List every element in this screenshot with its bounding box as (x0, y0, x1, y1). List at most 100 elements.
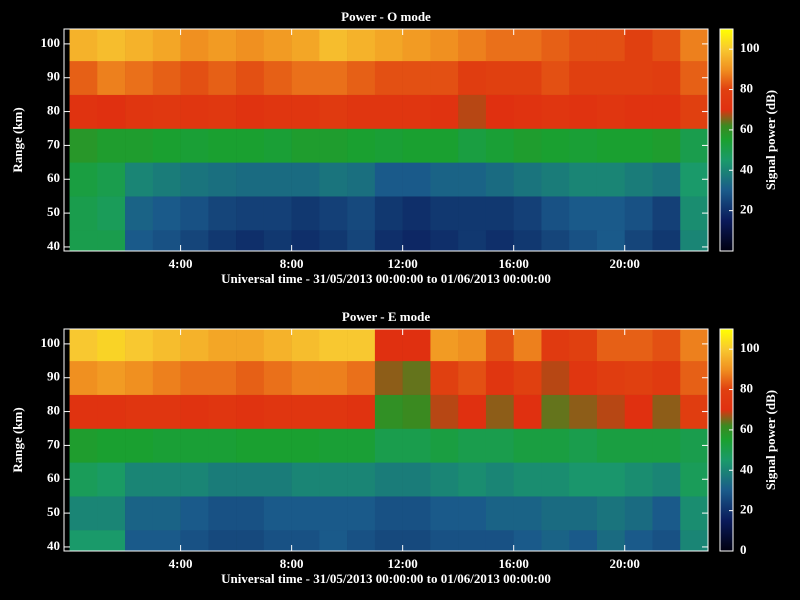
heatmap-cell (70, 329, 98, 361)
heatmap-cell (292, 230, 320, 251)
heatmap-cell (375, 462, 403, 496)
heatmap-cell (292, 61, 320, 95)
heatmap-cell (70, 395, 98, 429)
heatmap-cell (486, 462, 514, 496)
heatmap-cell (625, 61, 653, 95)
x-tick-label: 16:00 (499, 256, 529, 271)
heatmap-cell (514, 61, 542, 95)
heatmap-cell (70, 162, 98, 196)
heatmap-cell (541, 196, 569, 230)
heatmap-cell (375, 128, 403, 162)
heatmap-cell (97, 196, 125, 230)
y-tick-label: 90 (47, 369, 60, 384)
heatmap-cell (181, 361, 209, 395)
heatmap-cell (292, 361, 320, 395)
heatmap-cell (153, 361, 181, 395)
heatmap-cell (430, 496, 458, 530)
heatmap-cell (97, 29, 125, 61)
heatmap-cell (236, 329, 264, 361)
colorbar (720, 329, 733, 551)
heatmap-cell (347, 496, 375, 530)
heatmap-cell (153, 496, 181, 530)
heatmap-cell (625, 29, 653, 61)
heatmap-cell (181, 428, 209, 462)
heatmap-cell (375, 496, 403, 530)
heatmap-cell (236, 128, 264, 162)
heatmap-cell (569, 395, 597, 429)
heatmap-cell (181, 196, 209, 230)
heatmap-cell (70, 196, 98, 230)
heatmap-cell (569, 361, 597, 395)
heatmap-cell (486, 29, 514, 61)
heatmap-cell (541, 428, 569, 462)
heatmap-cell (236, 162, 264, 196)
heatmap-cell (153, 428, 181, 462)
heatmap-cell (514, 329, 542, 361)
heatmap-cell (403, 428, 431, 462)
heatmap-cell (652, 530, 680, 551)
heatmap-cell (347, 162, 375, 196)
heatmap-cell (569, 196, 597, 230)
heatmap-cell (486, 428, 514, 462)
y-tick-label: 80 (47, 403, 60, 418)
heatmap-cell (347, 329, 375, 361)
heatmap-cell (319, 329, 347, 361)
y-tick-label: 70 (47, 136, 60, 151)
y-tick-label: 100 (41, 35, 61, 50)
heatmap-cell (347, 196, 375, 230)
heatmap-cell (264, 95, 292, 129)
heatmap-cell (97, 361, 125, 395)
x-tick-label: 4:00 (169, 256, 193, 271)
heatmap-cell (597, 230, 625, 251)
heatmap-cell (569, 496, 597, 530)
heatmap-cell (680, 530, 708, 551)
heatmap-cell (652, 128, 680, 162)
heatmap-cell (292, 29, 320, 61)
heatmap-cell (430, 530, 458, 551)
heatmap-cell (569, 428, 597, 462)
heatmap-cell (514, 428, 542, 462)
heatmap-cell (597, 61, 625, 95)
heatmap-cell (597, 128, 625, 162)
heatmap-cell (375, 196, 403, 230)
heatmap-cell (403, 61, 431, 95)
heatmap-cell (375, 530, 403, 551)
heatmap-cell (236, 230, 264, 251)
y-tick-label: 50 (47, 204, 60, 219)
heatmap-cell (153, 29, 181, 61)
heatmap-cell (319, 61, 347, 95)
heatmap-cell (569, 530, 597, 551)
heatmap-cell (153, 530, 181, 551)
heatmap-cell (347, 61, 375, 95)
heatmap-cell (97, 95, 125, 129)
heatmap-cell (125, 196, 153, 230)
heatmap-cell (625, 95, 653, 129)
heatmap-cell (70, 95, 98, 129)
heatmap-cell (264, 462, 292, 496)
heatmap-cell (514, 462, 542, 496)
heatmap-cell (236, 395, 264, 429)
heatmap-cell (181, 395, 209, 429)
heatmap-cell (153, 128, 181, 162)
colorbar-tick-label: 40 (740, 461, 753, 476)
heatmap-cell (97, 428, 125, 462)
y-tick-label: 100 (41, 335, 61, 350)
heatmap-cell (652, 95, 680, 129)
colorbar-tick-label: 100 (740, 340, 760, 355)
heatmap-cell (125, 496, 153, 530)
heatmap-cell (597, 530, 625, 551)
heatmap-cell (347, 128, 375, 162)
heatmap-cell (514, 496, 542, 530)
heatmap-cell (181, 329, 209, 361)
heatmap-cell (430, 428, 458, 462)
heatmap-cell (430, 196, 458, 230)
heatmap-cell (70, 29, 98, 61)
heatmap-cell (181, 29, 209, 61)
x-tick-label: 8:00 (280, 556, 304, 571)
colorbar-tick-label: 100 (740, 40, 760, 55)
heatmap-cell (652, 462, 680, 496)
heatmap-cell (458, 162, 486, 196)
heatmap-cell (347, 530, 375, 551)
y-tick-label: 60 (47, 470, 60, 485)
heatmap-cell (541, 61, 569, 95)
